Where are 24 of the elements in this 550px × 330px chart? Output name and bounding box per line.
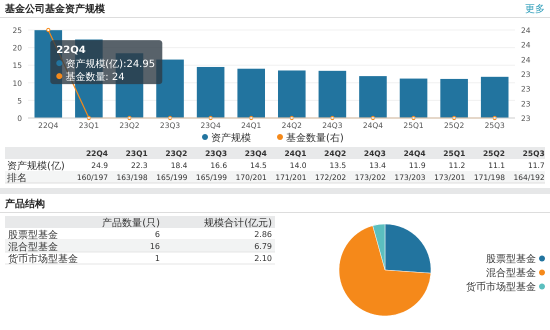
- data-label: 6: [154, 230, 160, 239]
- category-label: 股票型基金: [8, 229, 58, 241]
- legend-label: 资产规模: [211, 132, 251, 144]
- data-label: 6.79: [254, 242, 272, 251]
- legend-label: 股票型基金: [486, 253, 536, 265]
- text: 产品结构: [4, 198, 45, 210]
- series-label: 产品数量(只): [102, 217, 160, 229]
- annotation: 22Q4: [56, 45, 86, 56]
- data-label: 16: [150, 242, 160, 251]
- data-label: 1: [154, 254, 160, 263]
- category-label: 混合型基金: [8, 241, 58, 253]
- text: 更多: [525, 3, 545, 15]
- text: 规模合计(亿元): [204, 217, 272, 229]
- text: 资产规模(亿): [7, 160, 65, 172]
- category-label: 货币市场型基金: [8, 253, 78, 265]
- annotation: 基金数量: 24: [65, 71, 125, 84]
- data-label: 2.86: [254, 230, 272, 239]
- chart-title: 基金公司基金资产规模: [4, 3, 106, 15]
- data-label: 2.10: [254, 254, 272, 263]
- legend-label: 混合型基金: [486, 267, 536, 279]
- text: 排名: [7, 172, 27, 184]
- legend-label: 货币市场型基金: [466, 281, 536, 293]
- legend-label: 基金数量(右): [286, 132, 344, 144]
- annotation: 资产规模(亿):24.95: [65, 58, 156, 70]
